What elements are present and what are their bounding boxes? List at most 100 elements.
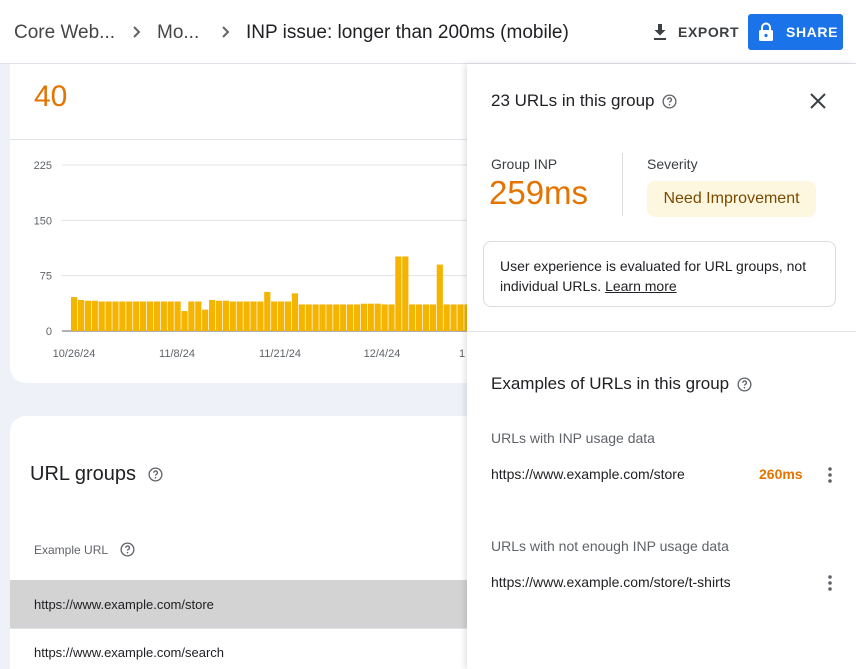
more-vert-icon[interactable] <box>825 573 835 593</box>
without-data-label: URLs with not enough INP usage data <box>491 538 729 554</box>
info-text: User experience is evaluated for URL gro… <box>500 258 807 294</box>
learn-more-link[interactable]: Learn more <box>605 278 677 294</box>
chart-bar[interactable] <box>422 304 430 331</box>
with-data-label: URLs with INP usage data <box>491 430 655 446</box>
chart-bar[interactable] <box>119 301 126 331</box>
chart-bar[interactable] <box>402 256 409 331</box>
help-icon[interactable] <box>662 93 678 109</box>
chart-bar[interactable] <box>126 301 133 331</box>
chart-bar[interactable] <box>298 304 305 331</box>
x-tick-label: 1 <box>459 348 465 360</box>
chart-bar[interactable] <box>443 304 450 331</box>
chart-bar[interactable] <box>312 304 319 331</box>
chart-bar[interactable] <box>395 256 402 331</box>
divider <box>467 331 856 332</box>
chart-bar[interactable] <box>388 304 395 331</box>
share-button[interactable]: SHARE <box>748 14 843 50</box>
chart-bar[interactable] <box>326 304 333 331</box>
chart-bar[interactable] <box>340 304 347 331</box>
help-icon[interactable] <box>148 467 163 482</box>
chart-bar[interactable] <box>84 300 91 331</box>
affected-count: 40 <box>34 80 68 113</box>
chart-bar[interactable] <box>457 304 464 331</box>
chart-bar[interactable] <box>202 309 209 331</box>
chart-bar[interactable] <box>381 304 388 331</box>
chart-bar[interactable] <box>250 301 257 331</box>
chart-bar[interactable] <box>236 301 243 331</box>
chart-bar[interactable] <box>278 301 285 331</box>
y-tick-label: 150 <box>34 215 52 227</box>
y-tick-label: 225 <box>34 160 52 172</box>
chart-bar[interactable] <box>374 303 381 331</box>
chart-bar[interactable] <box>167 301 174 331</box>
chart-bar[interactable] <box>367 303 374 331</box>
share-label: SHARE <box>786 24 839 40</box>
chart-bar[interactable] <box>257 301 264 331</box>
examples-title: Examples of URLs in this group <box>491 374 730 393</box>
chart-bar[interactable] <box>174 301 181 331</box>
table-row[interactable]: https://www.example.com/search <box>10 628 480 669</box>
page-title: INP issue: longer than 200ms (mobile) <box>246 22 569 43</box>
chart-bar[interactable] <box>91 300 98 331</box>
chart-bar[interactable] <box>305 304 312 331</box>
breadcrumb-item-mobile[interactable]: Mo... <box>157 22 200 43</box>
chart-bar[interactable] <box>416 304 423 331</box>
chart-bar[interactable] <box>436 264 443 331</box>
chart-bar[interactable] <box>243 301 250 331</box>
group-inp-value: 259ms <box>489 174 589 211</box>
chart-bar[interactable] <box>77 300 85 331</box>
chart-bar[interactable] <box>284 301 292 331</box>
download-icon <box>654 24 666 40</box>
help-icon[interactable] <box>737 376 752 392</box>
chart-bar[interactable] <box>98 301 105 331</box>
chart-bar[interactable] <box>409 304 416 331</box>
divider <box>10 139 480 140</box>
chart-bar[interactable] <box>181 311 188 331</box>
column-header-example-url[interactable]: Example URL <box>34 542 135 557</box>
chart-bar[interactable] <box>353 304 361 331</box>
chart-bar[interactable] <box>146 301 154 331</box>
chart-bar[interactable] <box>105 301 112 331</box>
x-tick-label: 10/26/24 <box>53 348 96 360</box>
chart-bar[interactable] <box>264 291 271 331</box>
chart-bar[interactable] <box>222 300 229 331</box>
panel-title: 23 URLs in this group <box>491 91 655 110</box>
close-icon[interactable] <box>805 88 831 114</box>
chart-bar[interactable] <box>195 301 202 331</box>
examples-heading: Examples of URLs in this group <box>491 374 752 394</box>
chart-bar[interactable] <box>209 300 216 331</box>
chart-bar[interactable] <box>319 304 326 331</box>
chart-bar[interactable] <box>360 303 367 331</box>
chart-bar[interactable] <box>133 301 140 331</box>
url-groups-heading: URL groups <box>30 463 163 486</box>
help-icon[interactable] <box>120 542 135 557</box>
table-cell-url: https://www.example.com/search <box>34 645 225 660</box>
more-vert-icon[interactable] <box>825 465 835 485</box>
export-button[interactable]: EXPORT <box>644 14 747 50</box>
breadcrumb-item-core-web-vitals[interactable]: Core Web... <box>14 22 116 43</box>
chevron-right-icon <box>133 26 141 38</box>
x-tick-label: 11/21/24 <box>259 348 301 360</box>
chart-bar[interactable] <box>347 304 354 331</box>
example-url-link[interactable]: https://www.example.com/store/t-shirts <box>491 574 731 590</box>
chart-bar[interactable] <box>71 297 78 331</box>
x-tick-label: 11/8/24 <box>159 348 195 360</box>
chart-bar[interactable] <box>333 304 340 331</box>
chart-bar[interactable] <box>229 301 236 331</box>
chart-bar[interactable] <box>160 301 167 331</box>
example-url-link[interactable]: https://www.example.com/store <box>491 466 685 482</box>
chart-bar[interactable] <box>291 293 298 331</box>
group-details-panel: 23 URLs in this group Group INP 259ms Se… <box>467 64 856 669</box>
chart-bar[interactable] <box>140 301 147 331</box>
x-tick-label: 12/4/24 <box>364 348 401 360</box>
chart-bar[interactable] <box>450 304 457 331</box>
chart-bar[interactable] <box>429 304 436 331</box>
table-row[interactable]: https://www.example.com/store <box>10 580 480 628</box>
chart-bar[interactable] <box>271 301 278 331</box>
severity-label: Severity <box>647 156 698 172</box>
chart-bar[interactable] <box>215 300 223 331</box>
chart-bar[interactable] <box>112 301 119 331</box>
chart-bar[interactable] <box>188 301 195 331</box>
chart-bar[interactable] <box>153 301 160 331</box>
issue-chart-card: 40 225 150 75 0 10/26/24 11/8/24 11/21/24 12/4/… <box>10 64 480 383</box>
